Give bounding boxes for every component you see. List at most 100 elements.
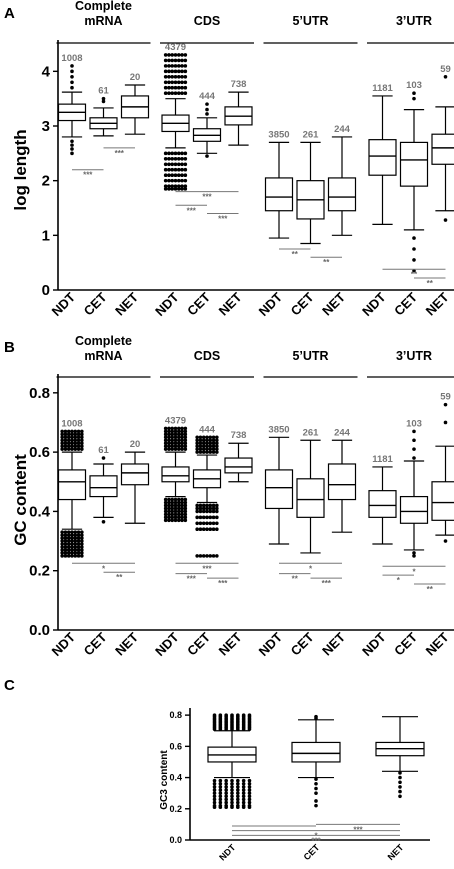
outlier-point xyxy=(176,497,181,502)
outlier-point xyxy=(176,432,181,437)
outlier-point xyxy=(173,426,178,431)
box-iqr xyxy=(89,475,118,498)
group-label-line2: mRNA xyxy=(84,14,122,28)
outlier-point xyxy=(173,503,178,508)
significance-label: *** xyxy=(202,564,212,573)
outlier-point xyxy=(163,506,168,511)
outlier-point xyxy=(241,797,246,802)
outlier-point xyxy=(170,64,175,68)
outlier-point xyxy=(183,167,188,172)
box-iqr xyxy=(431,133,454,165)
outlier-point xyxy=(183,435,188,440)
outlier-point xyxy=(211,554,216,558)
outlier-point xyxy=(167,447,171,451)
outlier-point xyxy=(167,85,171,90)
group-label: 5’UTR xyxy=(292,14,328,28)
outlier-point xyxy=(180,444,184,448)
outlier-point xyxy=(180,53,184,57)
outlier-point xyxy=(167,426,171,431)
outlier-point xyxy=(212,791,217,795)
outlier-point xyxy=(195,447,199,451)
significance-label: * xyxy=(397,576,401,585)
outlier-point xyxy=(167,173,171,177)
outlier-point xyxy=(76,438,81,443)
x-tick-label: NET xyxy=(216,289,245,318)
outlier-point xyxy=(176,58,181,63)
outlier-point xyxy=(73,548,78,552)
outlier-point xyxy=(212,782,217,786)
outlier-point xyxy=(180,167,184,172)
outlier-point xyxy=(208,515,213,520)
outlier-point xyxy=(170,506,175,511)
outlier-point xyxy=(176,435,181,440)
outlier-point xyxy=(173,500,178,505)
outlier-point xyxy=(70,536,74,540)
x-tick-label: NDT xyxy=(256,629,286,659)
outlier-point xyxy=(180,80,184,85)
outlier-point xyxy=(173,173,178,177)
outlier-point xyxy=(80,533,84,537)
outlier-point xyxy=(205,447,209,451)
outlier-point xyxy=(205,450,209,454)
outlier-point xyxy=(218,794,223,799)
outlier-point xyxy=(183,509,188,514)
outlier-point xyxy=(63,536,68,540)
significance-label: * xyxy=(412,567,416,576)
outlier-point xyxy=(201,509,206,514)
x-tick-label: NET xyxy=(423,629,452,658)
outlier-point xyxy=(195,438,199,443)
outlier-point xyxy=(80,447,84,451)
outlier-point xyxy=(80,536,84,540)
outlier-point xyxy=(208,527,213,531)
outlier-point xyxy=(208,438,213,443)
outlier-point xyxy=(66,551,71,555)
y-tick-label: 0.8 xyxy=(169,710,182,720)
outlier-point xyxy=(180,58,184,63)
outlier-point xyxy=(241,785,246,789)
outlier-point xyxy=(163,58,168,63)
outlier-point xyxy=(211,444,216,448)
outlier-point xyxy=(173,58,178,63)
outlier-point xyxy=(215,521,219,526)
outlier-point xyxy=(76,551,81,555)
outlier-point xyxy=(70,441,74,446)
outlier-point xyxy=(70,444,74,448)
sample-count-label: 261 xyxy=(303,129,320,140)
outlier-point xyxy=(412,258,416,262)
outlier-point xyxy=(247,778,252,783)
outlier-point xyxy=(76,548,81,552)
outlier-point xyxy=(167,432,171,437)
outlier-point xyxy=(241,791,246,795)
outlier-point xyxy=(183,178,188,183)
outlier-point xyxy=(173,509,178,514)
sample-count-label: 244 xyxy=(334,124,351,135)
outlier-point xyxy=(195,554,199,558)
outlier-point xyxy=(176,151,181,156)
outlier-point xyxy=(215,444,219,448)
outlier-point xyxy=(236,794,240,799)
outlier-point xyxy=(73,542,78,546)
outlier-point xyxy=(180,447,184,451)
outlier-point xyxy=(163,178,168,183)
outlier-point xyxy=(63,539,68,543)
outlier-point xyxy=(198,435,203,440)
outlier-point xyxy=(180,64,184,68)
outlier-point xyxy=(167,497,171,502)
outlier-point xyxy=(70,64,74,68)
outlier-point xyxy=(314,791,318,795)
outlier-point xyxy=(212,805,217,810)
outlier-point xyxy=(236,797,240,802)
outlier-point xyxy=(211,450,216,454)
outlier-point xyxy=(412,447,416,451)
outlier-point xyxy=(167,506,171,511)
outlier-point xyxy=(173,447,178,451)
x-tick-label: NET xyxy=(112,289,141,318)
outlier-point xyxy=(163,509,168,514)
outlier-point xyxy=(170,69,175,74)
outlier-point xyxy=(241,788,246,792)
outlier-point xyxy=(163,85,168,90)
outlier-point xyxy=(167,503,171,508)
outlier-point xyxy=(195,515,199,520)
outlier-point xyxy=(176,500,181,505)
